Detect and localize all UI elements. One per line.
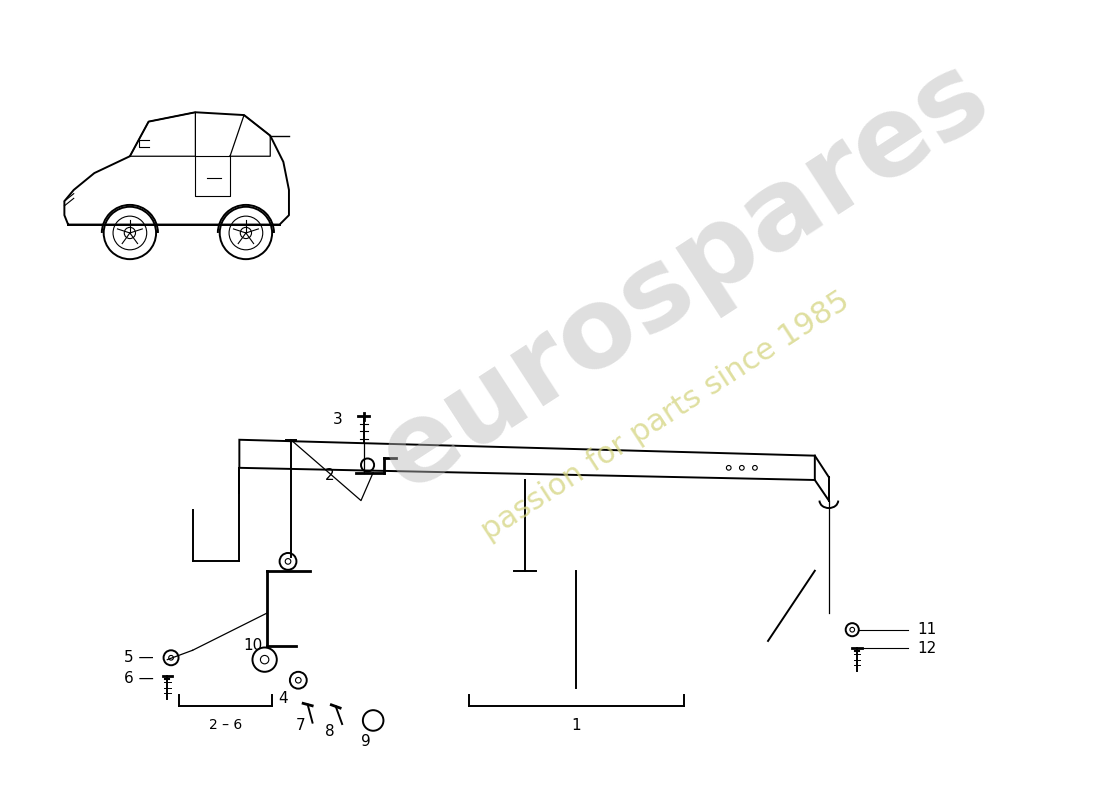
- Text: eurospares: eurospares: [360, 40, 1008, 512]
- Text: 12: 12: [917, 641, 937, 656]
- Text: 11: 11: [917, 622, 937, 638]
- Text: 6 —: 6 —: [124, 671, 154, 686]
- Text: 5 —: 5 —: [124, 650, 154, 666]
- Text: 10: 10: [244, 638, 263, 653]
- Text: 8: 8: [326, 724, 334, 739]
- Text: 2: 2: [326, 468, 334, 483]
- Text: 1: 1: [571, 718, 581, 733]
- Text: 9: 9: [361, 734, 371, 750]
- Text: 4: 4: [278, 691, 288, 706]
- Text: 2 – 6: 2 – 6: [209, 718, 242, 732]
- Text: passion for parts since 1985: passion for parts since 1985: [476, 286, 855, 546]
- Text: 7: 7: [296, 718, 305, 733]
- Text: 3: 3: [332, 412, 342, 426]
